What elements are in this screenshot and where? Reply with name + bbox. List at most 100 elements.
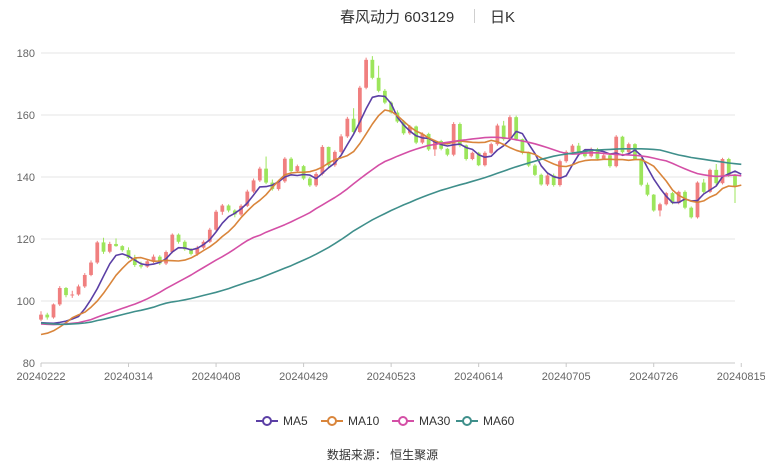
candle-body xyxy=(45,314,50,318)
candle-body xyxy=(357,87,362,133)
legend-swatch-icon xyxy=(256,416,278,426)
candle-body xyxy=(276,181,281,190)
candle-body xyxy=(82,274,87,287)
candle-body xyxy=(726,159,731,176)
y-tick-label: 180 xyxy=(17,48,35,60)
candle-body xyxy=(526,152,531,166)
candle-body xyxy=(120,246,125,251)
candle-body xyxy=(95,242,100,263)
candle-body xyxy=(664,193,669,205)
y-tick-label: 140 xyxy=(17,172,35,184)
candle-body xyxy=(264,168,268,183)
candle-body xyxy=(57,287,62,305)
legend-label: MA30 xyxy=(419,414,451,428)
legend-label: MA5 xyxy=(283,414,308,428)
candle-body xyxy=(139,265,143,267)
candle-body xyxy=(701,182,706,192)
data-source: 数据来源： 恒生聚源 xyxy=(326,448,439,462)
candle-body xyxy=(520,139,525,153)
legend-item-ma5[interactable]: MA5 xyxy=(255,412,308,430)
candle-body xyxy=(508,117,512,140)
candle-body xyxy=(464,145,469,160)
kline-plot: 80 100 120 140 160 180 20240222 20240314 202404… xyxy=(17,48,765,383)
y-tick-label: 80 xyxy=(23,358,35,370)
candle-body xyxy=(458,123,462,146)
y-axis-ticks: 80 100 120 140 160 180 xyxy=(17,48,35,370)
candle-body xyxy=(207,229,212,242)
candle-body xyxy=(145,261,150,267)
legend-item-ma30[interactable]: MA30 xyxy=(391,412,450,430)
x-tick-label: 20240726 xyxy=(629,371,678,383)
candle-body xyxy=(501,125,506,140)
candle-body xyxy=(114,243,118,247)
ma-line-ma60 xyxy=(40,148,742,326)
legend-item-ma10[interactable]: MA10 xyxy=(320,412,379,430)
candle-body xyxy=(633,144,637,160)
candle-body xyxy=(295,166,300,172)
candle-body xyxy=(76,286,81,295)
candle-body xyxy=(70,294,75,296)
candle-body xyxy=(551,175,556,186)
ma-line-ma30 xyxy=(40,136,742,326)
candle-body xyxy=(658,204,662,211)
x-tick-label: 20240222 xyxy=(17,371,66,383)
candle-body xyxy=(257,168,262,181)
candle-body xyxy=(214,211,218,230)
candle-body xyxy=(132,257,137,266)
chart-title: 春风动力 603129 xyxy=(340,9,455,26)
legend-swatch-icon xyxy=(321,416,343,426)
candle-body xyxy=(176,234,181,242)
candle-body xyxy=(470,152,475,160)
candle-body xyxy=(289,158,293,172)
candle-body xyxy=(126,250,131,258)
y-tick-label: 120 xyxy=(17,234,35,246)
candle-body xyxy=(651,194,656,211)
legend-label: MA10 xyxy=(348,414,380,428)
candle-body xyxy=(614,136,619,167)
candle-body xyxy=(595,149,600,159)
candle-body xyxy=(564,151,569,162)
candle-body xyxy=(483,152,487,166)
candle-body xyxy=(495,125,500,145)
ma-line-ma10 xyxy=(40,109,742,336)
grid-lines xyxy=(41,52,735,364)
candle-body xyxy=(570,145,575,152)
candle-body xyxy=(89,262,93,275)
candle-body xyxy=(39,314,43,320)
candle-body xyxy=(245,191,250,206)
candle-body xyxy=(476,152,481,166)
candle-body xyxy=(226,205,231,211)
candle-body xyxy=(157,256,162,264)
candle-body xyxy=(608,155,612,167)
x-axis-ticks: 20240222 20240314 20240408 20240429 20240523… xyxy=(17,363,765,383)
candle-body xyxy=(451,123,456,155)
chart-header: 春风动力 603129 日K xyxy=(0,6,765,26)
x-tick-label: 20240314 xyxy=(104,371,153,383)
candle-body xyxy=(282,158,287,182)
legend-item-ma60[interactable]: MA60 xyxy=(455,412,514,430)
x-tick-label: 20240523 xyxy=(367,371,416,383)
candle-body xyxy=(370,59,375,78)
candle-body xyxy=(107,243,112,252)
x-tick-label: 20240815 xyxy=(717,371,765,383)
y-tick-label: 100 xyxy=(17,296,35,308)
candle-body xyxy=(64,287,68,296)
candle-body xyxy=(708,169,712,192)
candle-body xyxy=(51,304,56,318)
candle-body xyxy=(645,184,650,195)
candle-body xyxy=(339,136,343,152)
x-tick-label: 20240614 xyxy=(454,371,503,383)
y-tick-label: 160 xyxy=(17,110,35,122)
legend-label: MA60 xyxy=(483,414,515,428)
candle-body xyxy=(170,234,175,253)
candle-body xyxy=(195,247,200,254)
candle-body xyxy=(189,249,193,254)
period-label: 日K xyxy=(490,9,516,26)
candle-body xyxy=(720,159,725,184)
candlesticks xyxy=(39,56,737,322)
candle-body xyxy=(389,102,394,113)
candle-body xyxy=(408,126,412,134)
x-tick-label: 20240705 xyxy=(542,371,591,383)
candle-body xyxy=(533,165,537,175)
candle-body xyxy=(345,118,350,137)
